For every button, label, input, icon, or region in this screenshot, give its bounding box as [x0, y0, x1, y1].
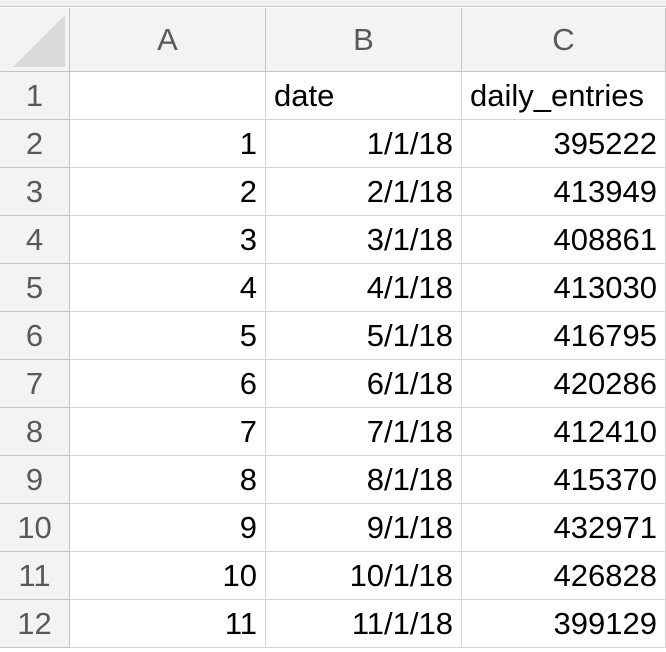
cell-b[interactable]: 3/1/18 [266, 216, 462, 264]
cell-a[interactable]: 2 [70, 168, 266, 216]
cell-c[interactable]: 413030 [462, 264, 666, 312]
cell-a[interactable]: 1 [70, 120, 266, 168]
cell-b[interactable]: 2/1/18 [266, 168, 462, 216]
row-header[interactable]: 2 [0, 120, 70, 168]
select-all-button[interactable] [0, 8, 70, 72]
cell-a[interactable]: 8 [70, 456, 266, 504]
toolbar-edge [0, 0, 666, 7]
cell-b[interactable]: 10/1/18 [266, 552, 462, 600]
row-header[interactable]: 10 [0, 504, 70, 552]
row-header[interactable]: 9 [0, 456, 70, 504]
cell-a[interactable]: 5 [70, 312, 266, 360]
cell-a[interactable]: 7 [70, 408, 266, 456]
row-header[interactable]: 6 [0, 312, 70, 360]
row-header[interactable]: 1 [0, 72, 70, 120]
cell-c[interactable]: 420286 [462, 360, 666, 408]
row-header[interactable]: 4 [0, 216, 70, 264]
cell-a[interactable]: 3 [70, 216, 266, 264]
cell-c[interactable]: 416795 [462, 312, 666, 360]
cell-a[interactable]: 4 [70, 264, 266, 312]
cell-b[interactable]: 11/1/18 [266, 600, 462, 648]
cell-b[interactable]: 6/1/18 [266, 360, 462, 408]
column-header-b[interactable]: B [266, 8, 462, 72]
select-all-icon [13, 15, 65, 67]
cell-a[interactable]: 11 [70, 600, 266, 648]
cell-b[interactable]: 7/1/18 [266, 408, 462, 456]
cell-c[interactable]: 413949 [462, 168, 666, 216]
cell-grid: A B C 1 date daily_entries 2 1 1/1/18 395222 3 2… [0, 8, 666, 648]
row-header[interactable]: 11 [0, 552, 70, 600]
cell-a[interactable]: 6 [70, 360, 266, 408]
cell-c[interactable]: 408861 [462, 216, 666, 264]
cell-c[interactable]: 415370 [462, 456, 666, 504]
cell-c[interactable]: 426828 [462, 552, 666, 600]
cell-c[interactable]: 399129 [462, 600, 666, 648]
cell-a[interactable] [70, 72, 266, 120]
cell-c[interactable]: 412410 [462, 408, 666, 456]
row-header[interactable]: 3 [0, 168, 70, 216]
cell-a[interactable]: 9 [70, 504, 266, 552]
column-header-a[interactable]: A [70, 8, 266, 72]
cell-c[interactable]: daily_entries [462, 72, 666, 120]
cell-b[interactable]: 9/1/18 [266, 504, 462, 552]
cell-b[interactable]: 4/1/18 [266, 264, 462, 312]
column-header-c[interactable]: C [462, 8, 666, 72]
cell-c[interactable]: 395222 [462, 120, 666, 168]
cell-b[interactable]: 5/1/18 [266, 312, 462, 360]
cell-a[interactable]: 10 [70, 552, 266, 600]
row-header[interactable]: 5 [0, 264, 70, 312]
cell-b[interactable]: date [266, 72, 462, 120]
row-header[interactable]: 12 [0, 600, 70, 648]
row-header[interactable]: 8 [0, 408, 70, 456]
cell-b[interactable]: 8/1/18 [266, 456, 462, 504]
row-header[interactable]: 7 [0, 360, 70, 408]
cell-c[interactable]: 432971 [462, 504, 666, 552]
cell-b[interactable]: 1/1/18 [266, 120, 462, 168]
